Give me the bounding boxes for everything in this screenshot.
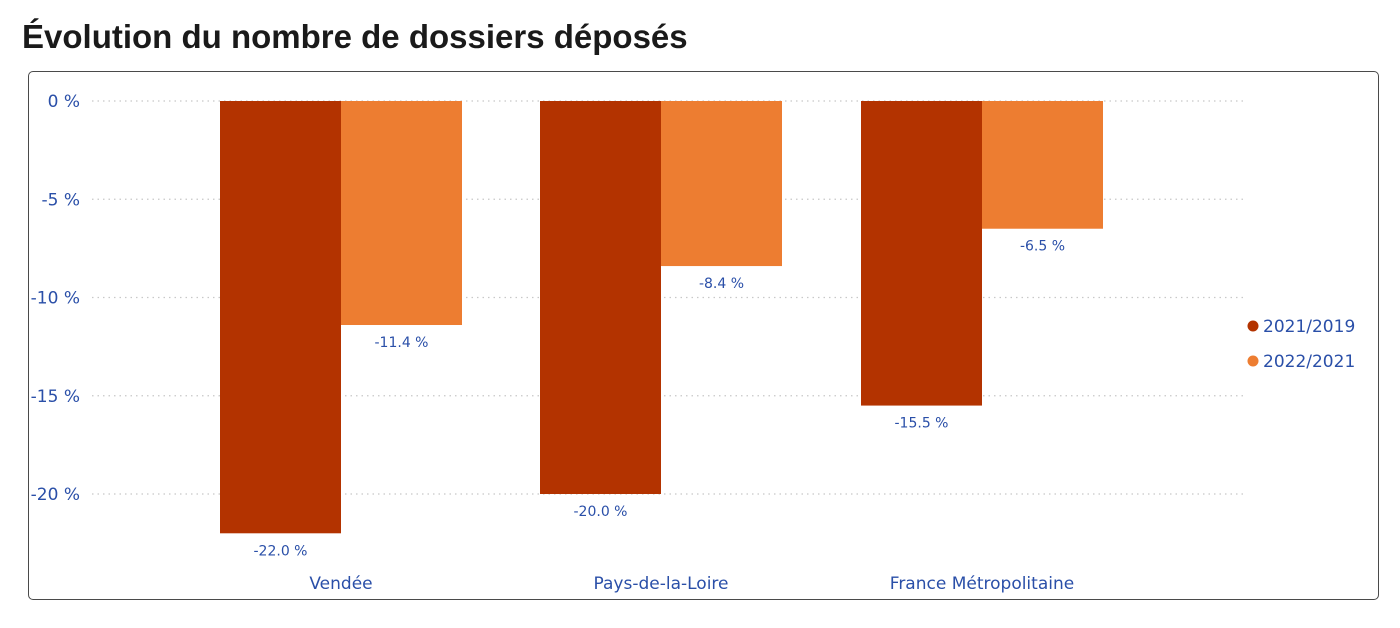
legend-marker [1247,320,1259,332]
y-tick-label: 0 % [48,92,80,112]
bars [220,101,1103,534]
y-tick-label: -5 % [41,190,80,210]
data-labels: -22.0 % -20.0 % -15.5 % -11.4 % -8.4 % -6.5 % [254,239,1066,560]
category-labels: Vendée Pays-de-la-Loire France Métropolita… [309,574,1074,594]
bar-2021-2019-2 [861,101,982,406]
legend: 2021/2019 2022/2021 [1247,317,1355,372]
legend-label: 2021/2019 [1263,317,1355,337]
page-title: Évolution du nombre de dossiers déposés [22,18,688,55]
data-label: -15.5 % [895,416,949,432]
y-tick-label: -20 % [31,485,80,505]
y-axis-ticks: 0 % -5 % -10 % -15 % -20 % [31,92,80,505]
data-label: -20.0 % [574,504,628,520]
bar-2021-2019-1 [540,101,661,494]
legend-label: 2022/2021 [1263,352,1355,372]
category-label: France Métropolitaine [890,574,1074,594]
y-tick-label: -15 % [31,387,80,407]
legend-marker [1247,355,1259,367]
bar-2021-2019-0 [220,101,341,534]
bar-2022-2021-2 [982,101,1103,229]
y-tick-label: -10 % [31,289,80,309]
data-label: -11.4 % [375,335,429,351]
category-label: Vendée [309,574,372,594]
data-label: -8.4 % [699,276,744,292]
bar-2022-2021-0 [341,101,462,326]
data-label: -22.0 % [254,543,308,559]
category-label: Pays-de-la-Loire [594,574,729,594]
data-label: -6.5 % [1020,239,1065,255]
bar-2022-2021-1 [661,101,782,267]
